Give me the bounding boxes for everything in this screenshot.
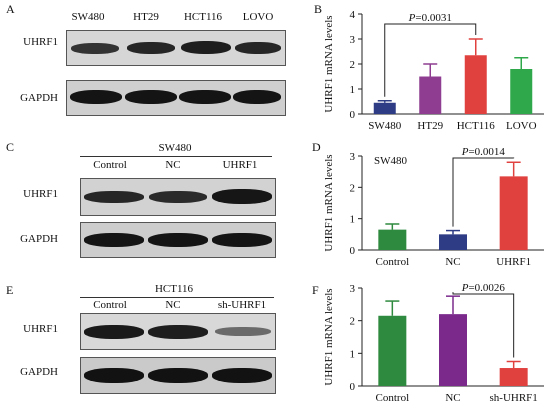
bar-chart-b: UHRF1 mRNA levels 0 1 2 3 4 SW480 HT29 HCT116 LOV…	[323, 9, 544, 132]
y-tick-label: 2	[350, 182, 356, 194]
y-tick-label: 4	[350, 9, 356, 21]
bar	[464, 55, 487, 114]
y-tick-label: 3	[350, 283, 356, 295]
row-label: UHRF1	[23, 36, 58, 48]
row-label: GAPDH	[20, 366, 58, 378]
x-tick-label: UHRF1	[496, 256, 531, 268]
panel-label-d: D	[312, 140, 321, 154]
panel-label-c: C	[6, 140, 15, 154]
y-tick-label: 1	[350, 84, 356, 96]
x-tick-label: sh-UHRF1	[490, 392, 538, 404]
significance-bracket	[452, 157, 515, 227]
y-tick-label: 0	[350, 245, 356, 257]
x-tick-label: NC	[445, 392, 460, 404]
western-blot-uhrf1	[66, 30, 286, 66]
lane-label: LOVO	[242, 11, 274, 23]
lane-label: NC	[165, 299, 181, 311]
panel-label-a: A	[6, 2, 15, 16]
y-axis-label: UHRF1 mRNA levels	[323, 15, 335, 112]
row-label: UHRF1	[23, 323, 58, 335]
row-label: UHRF1	[23, 188, 58, 200]
chart-title: SW480	[374, 155, 408, 167]
y-axis-label: UHRF1 mRNA levels	[323, 154, 335, 251]
lane-label: Control	[93, 299, 127, 311]
y-tick-label: 1	[350, 348, 356, 360]
bar	[439, 314, 467, 386]
x-tick-label: Control	[376, 256, 410, 268]
significance-bracket	[452, 292, 515, 358]
y-tick-label: 1	[350, 214, 356, 226]
x-tick-label: NC	[445, 256, 460, 268]
y-tick-label: 2	[350, 316, 356, 328]
x-tick-label: SW480	[368, 120, 402, 132]
group-label: SW480	[158, 142, 192, 154]
lane-label: SW480	[71, 11, 105, 23]
x-tick-label: Control	[376, 392, 410, 404]
p-value-label: P=0.0031	[408, 12, 452, 24]
bar	[510, 69, 533, 114]
row-label: GAPDH	[20, 92, 58, 104]
x-tick-label: LOVO	[506, 120, 537, 132]
bar	[378, 315, 407, 386]
y-tick-label: 2	[350, 59, 356, 71]
y-tick-label: 3	[350, 151, 356, 163]
bar-chart-d: UHRF1 mRNA levels 0 1 2 3 Control NC UHRF1 P=0.0…	[323, 146, 544, 268]
lane-label: HT29	[133, 11, 159, 23]
bar	[499, 368, 528, 386]
x-tick-label: HCT116	[457, 120, 496, 132]
lane-label: NC	[165, 159, 181, 171]
western-blot-gapdh	[80, 357, 276, 394]
significance-bracket	[384, 23, 477, 97]
group-underline	[80, 156, 272, 157]
bar	[439, 234, 467, 250]
western-blot-gapdh	[80, 222, 276, 258]
y-tick-label: 3	[350, 34, 356, 46]
western-blot-uhrf1	[80, 313, 276, 350]
p-value-label: P=0.0014	[461, 146, 506, 158]
panel-label-f: F	[312, 283, 319, 297]
row-label: GAPDH	[20, 233, 58, 245]
lane-label: HCT116	[183, 11, 223, 23]
group-label: HCT116	[154, 283, 194, 295]
y-tick-label: 0	[350, 109, 356, 121]
lane-label: sh-UHRF1	[217, 299, 267, 311]
bar	[499, 176, 528, 250]
bar	[378, 229, 407, 250]
panel-label-e: E	[6, 283, 14, 297]
y-tick-label: 0	[350, 381, 356, 393]
lane-label: Control	[93, 159, 127, 171]
x-tick-label: HT29	[417, 120, 443, 132]
western-blot-gapdh	[66, 80, 286, 116]
bar-chart-f: UHRF1 mRNA levels 0 1 2 3 Control NC sh-UHRF1 P=…	[323, 282, 544, 404]
p-value-label: P=0.0026	[461, 282, 506, 294]
lane-label: UHRF1	[222, 159, 258, 171]
western-blot-uhrf1	[80, 178, 276, 216]
bar	[419, 76, 442, 114]
group-underline	[80, 297, 274, 298]
panel-label-b: B	[314, 2, 323, 16]
bar	[373, 102, 396, 114]
y-axis-label: UHRF1 mRNA levels	[323, 288, 335, 385]
